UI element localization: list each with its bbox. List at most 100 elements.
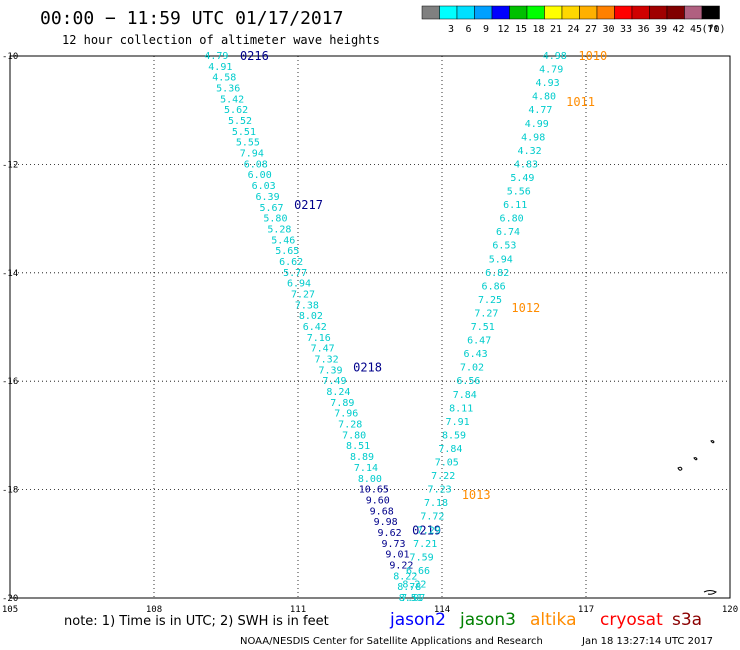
wave-height-value: 7.22 — [431, 471, 455, 482]
wave-height-value: 6.74 — [496, 227, 520, 238]
wave-height-value: 6.66 — [406, 566, 430, 577]
wave-height-value: 6.62 — [279, 257, 303, 268]
wave-height-value: 7.39 — [318, 365, 342, 376]
wave-height-value: 6.43 — [464, 349, 488, 360]
wave-height-value: 7.84 — [453, 390, 477, 401]
legend-cryosat: cryosat — [600, 610, 663, 630]
page-title: 00:00 − 11:59 UTC 01/17/2017 — [40, 8, 343, 29]
map-frame — [9, 55, 731, 599]
wave-height-value: 7.89 — [330, 398, 354, 409]
legend-swatch — [456, 5, 475, 20]
wave-height-value: 6.39 — [256, 192, 280, 203]
wave-height-value: 9.98 — [374, 517, 398, 528]
wave-height-value: 8.02 — [299, 311, 323, 322]
wave-height-value: 8.22 — [402, 579, 426, 590]
pass-number-label: 1011 — [566, 95, 595, 109]
wave-height-value: 9.22 — [389, 560, 413, 571]
legend-swatch — [596, 5, 615, 20]
legend-tick-label: 70 — [707, 24, 719, 35]
legend-tick-label: 24 — [567, 24, 579, 35]
legend-swatch — [684, 5, 703, 20]
pass-number-label: 0219 — [412, 523, 441, 537]
wave-height-value: 7.80 — [342, 430, 366, 441]
wave-height-value: 5.51 — [232, 127, 256, 138]
wave-height-value: 9.68 — [370, 506, 394, 517]
footer-note: note: 1) Time is in UTC; 2) SWH is in fe… — [64, 614, 329, 629]
legend-s3a: s3a — [672, 610, 702, 630]
wave-height-value: 8.89 — [350, 452, 374, 463]
lat-tick-label: -12 — [2, 160, 18, 170]
lat-tick-label: -16 — [2, 377, 18, 387]
wave-height-value: 5.36 — [216, 84, 240, 95]
wave-height-value: 5.80 — [263, 214, 287, 225]
wave-height-value: 7.59 — [410, 552, 434, 563]
lat-tick-label: -18 — [2, 486, 18, 496]
wave-height-value: 6.00 — [248, 170, 272, 181]
wave-height-value: 8.59 — [442, 430, 466, 441]
wave-height-value: 5.67 — [259, 203, 283, 214]
wave-height-value: 7.49 — [322, 376, 346, 387]
wave-height-value: 7.72 — [420, 512, 444, 523]
map-axis-labels: 105 108 111 114 117 120 -10 -12 -14 -16 -18 -20 — [2, 52, 738, 615]
wave-height-value: 4.79 — [539, 65, 563, 76]
wave-height-value: 8.78 — [397, 582, 421, 593]
lon-tick-label: 105 — [2, 605, 18, 615]
wave-height-value: 5.49 — [510, 173, 534, 184]
wave-height-value: 6.56 — [456, 376, 480, 387]
color-scale-legend: 3 6 9 12 15 18 21 24 27 30 33 36 39 42 45 70(ft) — [421, 5, 726, 35]
footer-timestamp: Jan 18 13:27:14 UTC 2017 — [581, 636, 713, 647]
pass-number-label: 1012 — [511, 301, 540, 315]
wave-height-value: 7.28 — [338, 420, 362, 431]
wave-height-value: 7.94 — [240, 149, 264, 160]
wave-height-value: 4.80 — [532, 92, 556, 103]
wave-height-value: 6.03 — [252, 181, 276, 192]
lon-tick-label: 111 — [290, 605, 306, 615]
wave-height-value: 4.98 — [543, 51, 567, 62]
legend-swatch — [474, 5, 493, 20]
wave-height-value: 9.62 — [378, 528, 402, 539]
legend-tick-label: 39 — [655, 24, 667, 35]
island-marks — [677, 440, 717, 595]
legend-tick-label: 9 — [483, 24, 489, 35]
lat-tick-label: -10 — [2, 52, 18, 62]
wave-height-value: 8.00 — [358, 474, 382, 485]
legend-tick-label: 12 — [497, 24, 509, 35]
wave-height-value: 4.83 — [514, 159, 538, 170]
wave-height-value: 6.08 — [244, 159, 268, 170]
legend-swatch — [561, 5, 580, 20]
legend-tick-label: 27 — [585, 24, 597, 35]
wave-height-value: 6.53 — [492, 241, 516, 252]
wave-height-value: 8.51 — [346, 441, 370, 452]
legend-tick-label: 3 — [448, 24, 454, 35]
legend-swatch — [631, 5, 650, 20]
legend-swatch — [491, 5, 510, 20]
pass-number-label: 1013 — [462, 488, 491, 502]
wave-height-value: 8.24 — [326, 387, 350, 398]
pass-number-label: 0217 — [294, 198, 323, 212]
wave-height-value: 5.46 — [271, 235, 295, 246]
wave-height-value: 7.38 — [295, 300, 319, 311]
lat-tick-label: -20 — [2, 594, 18, 604]
legend-tick-label: 33 — [620, 24, 632, 35]
pass-number-label: 1010 — [578, 49, 607, 63]
legend-tick-label: 21 — [550, 24, 562, 35]
legend-swatch — [544, 5, 563, 20]
wave-height-value: 4.93 — [536, 78, 560, 89]
legend-altika: altika — [530, 610, 577, 630]
wave-height-value: 5.77 — [283, 268, 307, 279]
legend-jason2: jason2 — [389, 610, 446, 630]
wave-height-value: 10.65 — [359, 485, 389, 496]
wave-height-value: 7.51 — [471, 322, 495, 333]
wave-height-value: 6.82 — [485, 268, 509, 279]
wave-height-value: 7.18 — [424, 498, 448, 509]
wave-height-value: 8.51 — [399, 593, 423, 604]
wave-height-value: 5.28 — [267, 224, 291, 235]
wave-height-value: 6.86 — [482, 281, 506, 292]
wave-height-value: 7.21 — [413, 539, 437, 550]
wave-height-value: 7.05 — [435, 458, 459, 469]
wave-height-value: 7.27 — [474, 308, 498, 319]
wave-height-value: 7.91 — [446, 417, 470, 428]
legend-tick-label: 18 — [532, 24, 544, 35]
wave-height-value: 7.23 — [428, 485, 452, 496]
